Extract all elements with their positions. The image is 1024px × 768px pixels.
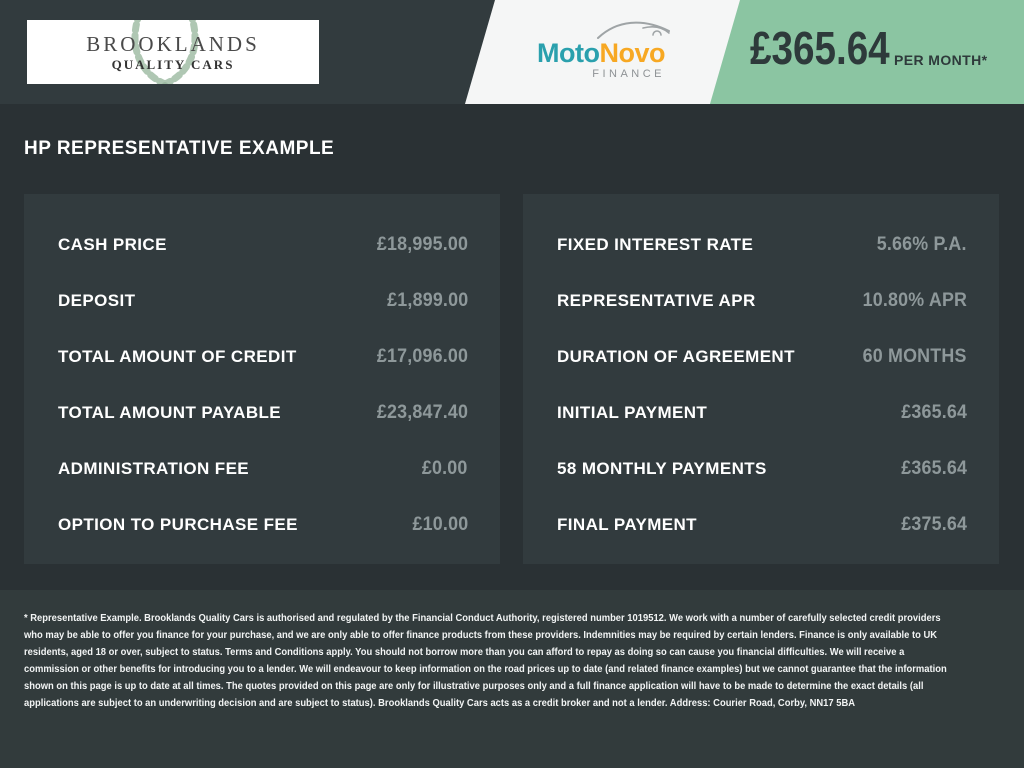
row-label: DEPOSIT — [58, 291, 136, 310]
lender-logo: MotoNovo FINANCE — [535, 21, 670, 81]
row-label: FINAL PAYMENT — [557, 515, 697, 534]
finance-row: FINAL PAYMENT £375.64 — [523, 497, 999, 553]
lender-name-part1: Moto — [537, 38, 600, 68]
row-label: ADMINISTRATION FEE — [58, 459, 250, 478]
header: BROOKLANDS QUALITY CARS MotoNovo FINANCE… — [0, 0, 1024, 104]
finance-row: DURATION OF AGREEMENT 60 MONTHS — [523, 329, 999, 385]
finance-row: TOTAL AMOUNT OF CREDIT £17,096.00 — [24, 329, 500, 385]
lender-name-part2: Novo — [599, 38, 665, 68]
finance-row: DEPOSIT £1,899.00 — [24, 273, 500, 329]
finance-panels: CASH PRICE £18,995.00 DEPOSIT £1,899.00 … — [24, 194, 999, 564]
finance-panel-right: FIXED INTEREST RATE 5.66% P.A. REPRESENT… — [523, 194, 999, 564]
finance-row: INITIAL PAYMENT £365.64 — [523, 385, 999, 441]
row-value: 10.80% APR — [862, 290, 967, 311]
row-label: 58 MONTHLY PAYMENTS — [557, 459, 767, 478]
row-label: TOTAL AMOUNT PAYABLE — [58, 403, 282, 422]
row-value: £18,995.00 — [376, 234, 468, 255]
row-label: INITIAL PAYMENT — [557, 403, 708, 422]
monthly-price-period: PER MONTH* — [894, 52, 988, 68]
laurel-wreath-icon — [131, 20, 199, 84]
finance-row: TOTAL AMOUNT PAYABLE £23,847.40 — [24, 385, 500, 441]
dealer-tagline: QUALITY CARS — [111, 57, 235, 72]
finance-row: FIXED INTEREST RATE 5.66% P.A. — [523, 217, 999, 273]
monthly-price-amount: £365.64 — [750, 22, 890, 74]
finance-row: ADMINISTRATION FEE £0.00 — [24, 441, 500, 497]
row-label: REPRESENTATIVE APR — [557, 291, 756, 310]
row-value: £10.00 — [412, 514, 468, 535]
disclaimer-text: * Representative Example. Brooklands Qua… — [24, 613, 947, 709]
finance-row: REPRESENTATIVE APR 10.80% APR — [523, 273, 999, 329]
row-label: FIXED INTEREST RATE — [557, 235, 754, 254]
finance-row: 58 MONTHLY PAYMENTS £365.64 — [523, 441, 999, 497]
finance-row: CASH PRICE £18,995.00 — [24, 217, 500, 273]
row-label: TOTAL AMOUNT OF CREDIT — [58, 347, 297, 366]
dealer-name: BROOKLANDS — [86, 32, 260, 56]
finance-panel-left: CASH PRICE £18,995.00 DEPOSIT £1,899.00 … — [24, 194, 500, 564]
finance-row: OPTION TO PURCHASE FEE £10.00 — [24, 497, 500, 553]
row-value: 60 MONTHS — [863, 346, 967, 367]
row-value: £23,847.40 — [376, 402, 468, 423]
row-value: £1,899.00 — [386, 290, 468, 311]
row-label: CASH PRICE — [58, 235, 167, 254]
footer: * Representative Example. Brooklands Qua… — [0, 590, 1024, 768]
row-value: £365.64 — [901, 402, 967, 423]
row-value: 5.66% P.A. — [877, 234, 967, 255]
row-label: OPTION TO PURCHASE FEE — [58, 515, 298, 534]
row-label: DURATION OF AGREEMENT — [557, 347, 795, 366]
row-value: £365.64 — [901, 458, 967, 479]
dealer-logo: BROOKLANDS QUALITY CARS — [27, 20, 319, 84]
lender-name: MotoNovo — [535, 38, 667, 68]
row-value: £17,096.00 — [376, 346, 468, 367]
row-value: £0.00 — [422, 458, 468, 479]
row-value: £375.64 — [901, 514, 967, 535]
main-content: HP REPRESENTATIVE EXAMPLE CASH PRICE £18… — [0, 104, 1024, 590]
page-title: HP REPRESENTATIVE EXAMPLE — [24, 138, 335, 159]
car-outline-icon — [597, 21, 670, 39]
lender-subtitle: FINANCE — [592, 68, 665, 80]
